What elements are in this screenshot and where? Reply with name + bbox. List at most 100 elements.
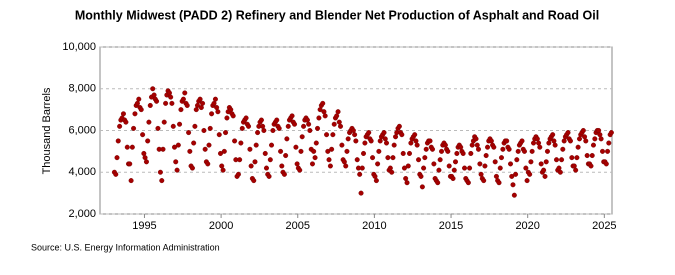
source: Source: U.S. Energy Information Administ… bbox=[31, 242, 220, 252]
point bbox=[573, 167, 579, 173]
point bbox=[460, 150, 466, 156]
point bbox=[468, 150, 474, 156]
point bbox=[169, 100, 175, 106]
point bbox=[537, 144, 543, 150]
point bbox=[477, 161, 483, 167]
point bbox=[368, 138, 374, 144]
point bbox=[182, 90, 188, 96]
point bbox=[542, 173, 548, 179]
point bbox=[327, 163, 333, 169]
point bbox=[239, 125, 245, 131]
point bbox=[344, 148, 350, 154]
point bbox=[467, 165, 473, 171]
point bbox=[147, 102, 153, 108]
point bbox=[465, 180, 471, 186]
point bbox=[338, 123, 344, 129]
point bbox=[519, 138, 525, 144]
x-tick-label: 2005 bbox=[286, 220, 310, 232]
x-tick-label: 2000 bbox=[209, 220, 233, 232]
point bbox=[117, 123, 123, 129]
point bbox=[311, 148, 317, 154]
point bbox=[387, 165, 393, 171]
point bbox=[435, 180, 441, 186]
point bbox=[362, 140, 368, 146]
point bbox=[590, 142, 596, 148]
point bbox=[192, 123, 198, 129]
point bbox=[493, 173, 499, 179]
point bbox=[588, 163, 594, 169]
point bbox=[201, 127, 207, 133]
point bbox=[279, 163, 285, 169]
point bbox=[543, 159, 549, 165]
point bbox=[376, 148, 382, 154]
point bbox=[599, 148, 605, 154]
point bbox=[574, 155, 580, 161]
point bbox=[142, 155, 148, 161]
point bbox=[569, 155, 575, 161]
point bbox=[324, 132, 330, 138]
point bbox=[193, 107, 199, 113]
point bbox=[212, 96, 218, 102]
point bbox=[436, 167, 442, 173]
point bbox=[134, 100, 140, 106]
point bbox=[184, 102, 190, 108]
point bbox=[431, 161, 437, 167]
point bbox=[154, 98, 160, 104]
point bbox=[281, 171, 287, 177]
y-tick-label: 4,000 bbox=[68, 166, 96, 178]
point bbox=[580, 127, 586, 133]
y-tick-label: 2,000 bbox=[68, 208, 96, 220]
point bbox=[278, 148, 284, 154]
point bbox=[178, 107, 184, 113]
point bbox=[353, 138, 359, 144]
point bbox=[115, 138, 121, 144]
point bbox=[391, 142, 397, 148]
point bbox=[550, 132, 556, 138]
point bbox=[510, 182, 516, 188]
y-tick-label: 8,000 bbox=[68, 83, 96, 95]
point bbox=[571, 163, 577, 169]
point bbox=[322, 113, 328, 119]
point bbox=[238, 140, 244, 146]
point bbox=[326, 157, 332, 163]
point bbox=[575, 144, 581, 150]
point bbox=[418, 173, 424, 179]
point bbox=[596, 127, 602, 133]
point bbox=[128, 178, 134, 184]
point bbox=[452, 159, 458, 165]
point bbox=[531, 140, 537, 146]
point bbox=[304, 117, 310, 123]
point bbox=[557, 169, 563, 175]
point bbox=[228, 107, 234, 113]
point bbox=[492, 159, 498, 165]
point bbox=[246, 123, 252, 129]
point bbox=[559, 157, 565, 163]
point bbox=[401, 165, 407, 171]
point bbox=[261, 127, 267, 133]
point bbox=[597, 132, 603, 138]
point bbox=[497, 165, 503, 171]
point bbox=[482, 163, 488, 169]
point bbox=[315, 125, 321, 131]
point bbox=[299, 134, 305, 140]
point bbox=[325, 148, 331, 154]
point bbox=[485, 144, 491, 150]
point bbox=[406, 150, 412, 156]
point bbox=[384, 140, 390, 146]
point bbox=[258, 117, 264, 123]
point bbox=[498, 155, 504, 161]
point bbox=[439, 148, 445, 154]
point bbox=[552, 142, 558, 148]
point bbox=[230, 113, 236, 119]
point bbox=[577, 136, 583, 142]
point bbox=[252, 159, 258, 165]
point bbox=[381, 130, 387, 136]
point bbox=[276, 125, 282, 131]
point bbox=[400, 150, 406, 156]
point bbox=[445, 148, 451, 154]
point bbox=[605, 148, 611, 154]
point bbox=[155, 125, 161, 131]
point bbox=[224, 115, 230, 121]
point bbox=[372, 173, 378, 179]
point bbox=[202, 146, 208, 152]
